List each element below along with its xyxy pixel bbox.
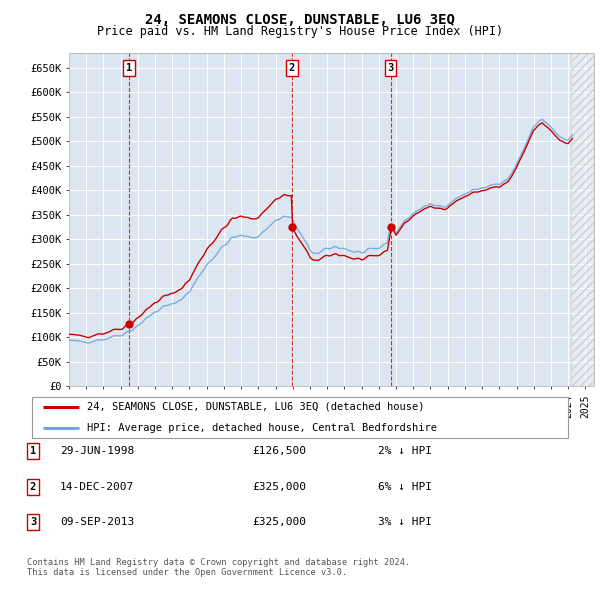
Text: 1: 1 [30,447,36,456]
Text: 14-DEC-2007: 14-DEC-2007 [60,482,134,491]
Text: £126,500: £126,500 [252,447,306,456]
Text: 09-SEP-2013: 09-SEP-2013 [60,517,134,527]
FancyBboxPatch shape [32,397,568,438]
Text: 2: 2 [289,63,295,73]
Text: 3% ↓ HPI: 3% ↓ HPI [378,517,432,527]
Text: 2% ↓ HPI: 2% ↓ HPI [378,447,432,456]
Text: 29-JUN-1998: 29-JUN-1998 [60,447,134,456]
Text: 3: 3 [388,63,394,73]
Text: £325,000: £325,000 [252,482,306,491]
Text: HPI: Average price, detached house, Central Bedfordshire: HPI: Average price, detached house, Cent… [87,423,437,433]
Text: 6% ↓ HPI: 6% ↓ HPI [378,482,432,491]
Text: 24, SEAMONS CLOSE, DUNSTABLE, LU6 3EQ (detached house): 24, SEAMONS CLOSE, DUNSTABLE, LU6 3EQ (d… [87,402,425,412]
Text: Contains HM Land Registry data © Crown copyright and database right 2024.
This d: Contains HM Land Registry data © Crown c… [27,558,410,577]
Text: Price paid vs. HM Land Registry's House Price Index (HPI): Price paid vs. HM Land Registry's House … [97,25,503,38]
Text: 1: 1 [126,63,133,73]
Text: 2: 2 [30,482,36,491]
Text: £325,000: £325,000 [252,517,306,527]
Text: 24, SEAMONS CLOSE, DUNSTABLE, LU6 3EQ: 24, SEAMONS CLOSE, DUNSTABLE, LU6 3EQ [145,13,455,27]
Text: 3: 3 [30,517,36,527]
